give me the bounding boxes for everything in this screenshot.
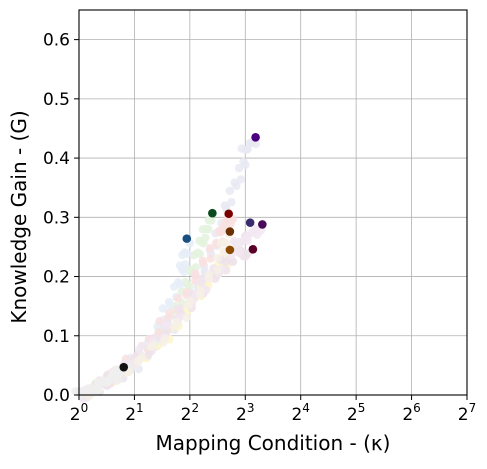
trail-point — [191, 269, 200, 278]
trail-point — [227, 198, 236, 207]
data-point — [225, 227, 235, 236]
x-tick-label: 20 — [70, 401, 88, 425]
trail-point — [181, 260, 190, 269]
x-tick-label: 27 — [458, 401, 476, 425]
trail-point — [204, 270, 214, 279]
trail-point — [198, 256, 207, 266]
trail-point — [245, 139, 254, 148]
y-axis-ticks: 0.0 0.1 0.2 0.3 0.4 0.5 0.6 — [43, 31, 79, 406]
trail-point — [201, 224, 211, 234]
data-point — [225, 245, 235, 255]
trail-point — [91, 383, 101, 392]
data-point — [224, 209, 233, 219]
y-tick-label: 0.1 — [43, 327, 70, 347]
y-tick-label: 0.3 — [43, 208, 70, 228]
trail-point — [219, 247, 228, 256]
trail-point — [225, 186, 235, 196]
trail-point — [234, 163, 244, 173]
trail-point — [235, 237, 244, 247]
x-tick-label: 26 — [402, 401, 420, 425]
trail-point — [228, 257, 237, 266]
trail-point — [196, 286, 205, 296]
trail-point — [235, 248, 244, 257]
trail-point — [173, 294, 183, 303]
trail-point — [220, 201, 230, 210]
trail-point — [149, 340, 158, 349]
trail-point — [113, 369, 123, 379]
x-axis-ticks: 20 21 22 23 24 25 26 27 — [70, 395, 476, 425]
trail-point — [191, 263, 200, 272]
series-endpoints — [119, 133, 267, 372]
trail-point — [213, 266, 222, 275]
data-point — [208, 208, 217, 218]
trail-point — [155, 317, 164, 326]
x-axis-label: Mapping Condition - (κ) — [156, 431, 391, 455]
trail-point — [213, 253, 222, 263]
trail-point — [206, 254, 215, 263]
trail-point — [182, 313, 191, 322]
trail-point — [206, 244, 215, 253]
trail-point — [164, 297, 174, 307]
trail-point — [219, 238, 229, 247]
y-tick-label: 0.4 — [43, 149, 70, 169]
x-tick-label: 24 — [291, 401, 309, 425]
data-point — [245, 218, 255, 227]
trail-point — [158, 304, 168, 313]
trail-point — [180, 248, 189, 257]
x-tick-label: 22 — [181, 401, 199, 425]
trail-point — [236, 175, 246, 184]
trail-point — [239, 157, 248, 166]
trail-point — [186, 297, 195, 306]
data-point — [182, 234, 192, 243]
trail-point — [230, 178, 239, 187]
y-axis-label: Knowledge Gain - (G) — [7, 110, 31, 323]
data-point — [248, 244, 258, 254]
trail-point — [172, 317, 181, 327]
trail-point — [134, 345, 144, 355]
y-tick-label: 0.6 — [43, 31, 70, 51]
data-point — [258, 220, 267, 229]
trail-point — [241, 145, 250, 155]
trail-point — [137, 353, 146, 362]
y-tick-label: 0.0 — [43, 386, 70, 406]
plot-frame — [78, 9, 468, 396]
y-tick-label: 0.2 — [43, 268, 70, 288]
trail-point — [201, 233, 210, 242]
trail-point — [165, 308, 174, 318]
y-tick-label: 0.5 — [43, 90, 70, 110]
trail-point — [160, 334, 170, 343]
x-tick-label: 23 — [236, 401, 254, 425]
x-tick-label: 21 — [125, 401, 143, 425]
trail-point — [204, 216, 214, 225]
trail-point — [241, 252, 250, 261]
trail-point — [193, 248, 202, 257]
trail-point — [173, 278, 183, 287]
data-point — [119, 362, 129, 372]
trail-point — [221, 257, 230, 267]
x-tick-label: 25 — [347, 401, 365, 425]
data-point — [251, 133, 260, 142]
series-trails — [71, 138, 266, 403]
trail-point — [251, 139, 261, 149]
trail-point — [162, 320, 171, 330]
